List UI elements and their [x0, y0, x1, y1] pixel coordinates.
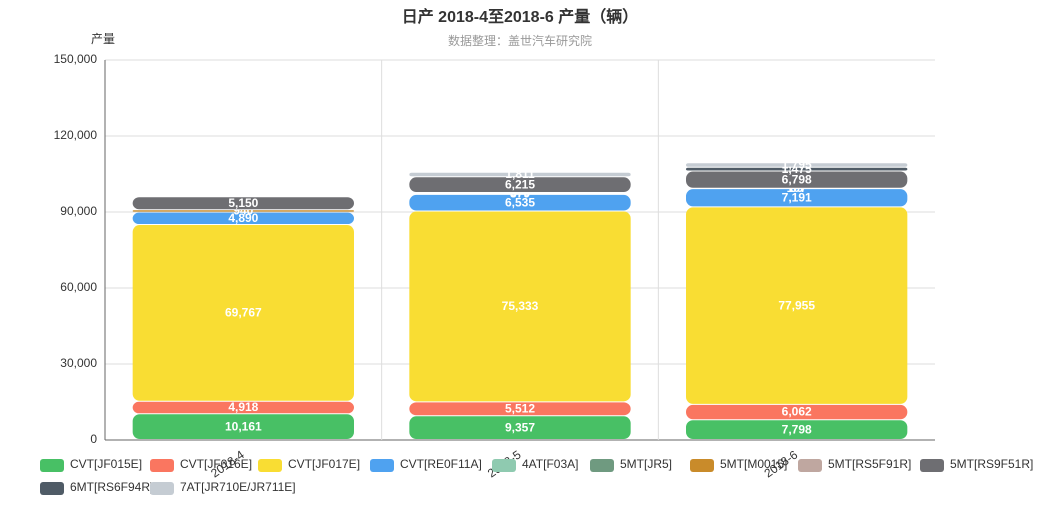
data-label: 6,215 — [505, 177, 535, 191]
y-tick-label: 60,000 — [60, 280, 97, 294]
y-axis-label: 产量 — [91, 32, 115, 46]
data-label: 69,767 — [225, 306, 262, 320]
bar-segment — [132, 225, 354, 401]
bar-segment — [132, 197, 354, 210]
data-label: 4,890 — [228, 211, 258, 225]
bar-segment — [686, 163, 908, 167]
data-label: 6,798 — [782, 172, 812, 186]
bar-segment — [686, 404, 908, 420]
bar-segment — [409, 402, 631, 416]
legend-swatch — [370, 459, 394, 472]
y-tick-label: 90,000 — [60, 204, 97, 218]
legend-swatch — [150, 459, 174, 472]
legend-label: CVT[JF017E] — [288, 457, 360, 471]
legend-label: 5MT[RS5F91R] — [828, 457, 911, 471]
bar-segment — [132, 401, 354, 414]
data-label: 1,795 — [782, 158, 812, 172]
bar-segment — [132, 212, 354, 225]
legend-swatch — [920, 459, 944, 472]
legend-label: CVT[RE0F11A] — [400, 457, 482, 471]
data-label: 7,191 — [782, 190, 812, 204]
bar-segment — [686, 420, 908, 439]
legend-label: 6MT[RS6F94R] — [70, 480, 153, 494]
data-label: 6,535 — [505, 195, 535, 209]
data-label: 5,150 — [228, 196, 258, 210]
bar-segment — [409, 416, 631, 439]
data-label: 7,798 — [782, 422, 812, 436]
bar-segment — [409, 172, 631, 177]
data-label: 10,161 — [225, 419, 262, 433]
y-tick-label: 150,000 — [54, 52, 98, 66]
legend-swatch — [492, 459, 516, 472]
legend-label: 5MT[M0015] — [720, 457, 787, 471]
legend-label: CVT[JF015E] — [70, 457, 142, 471]
legend-label: 5MT[RS9F51R] — [950, 457, 1033, 471]
bar-segment — [686, 167, 908, 171]
data-label: 1,811 — [505, 167, 535, 181]
data-label: 77,955 — [778, 298, 815, 312]
legend-swatch — [40, 459, 64, 472]
legend-label: 5MT[JR5] — [620, 457, 672, 471]
legend-swatch — [690, 459, 714, 472]
legend-swatch — [150, 482, 174, 495]
bar-segment — [686, 189, 908, 207]
data-label: 6,062 — [782, 405, 812, 419]
legend-label: 7AT[JR710E/JR711E] — [180, 480, 296, 494]
data-label: 75,333 — [502, 299, 539, 313]
legend-swatch — [40, 482, 64, 495]
y-tick-label: 0 — [90, 432, 97, 446]
legend-swatch — [258, 459, 282, 472]
data-label: 9,357 — [505, 420, 535, 434]
legend-swatch — [590, 459, 614, 472]
chart-subtitle: 数据整理：盖世汽车研究院 — [448, 33, 592, 48]
chart-title: 日产 2018-4至2018-6 产量（辆） — [402, 7, 639, 26]
bar-segment — [132, 210, 354, 212]
bar-segment — [409, 177, 631, 193]
data-label: 5,512 — [505, 401, 535, 415]
bar-segment — [409, 194, 631, 211]
y-tick-label: 30,000 — [60, 356, 97, 370]
bar-segment — [132, 414, 354, 439]
data-label: 4,918 — [228, 400, 258, 414]
legend-swatch — [798, 459, 822, 472]
bar-segment — [686, 171, 908, 188]
bar-segment — [686, 207, 908, 404]
y-tick-label: 120,000 — [54, 128, 98, 142]
bar-segment — [409, 211, 631, 402]
legend-label: 4AT[F03A] — [522, 457, 578, 471]
legend-label: CVT[JF016E] — [180, 457, 252, 471]
